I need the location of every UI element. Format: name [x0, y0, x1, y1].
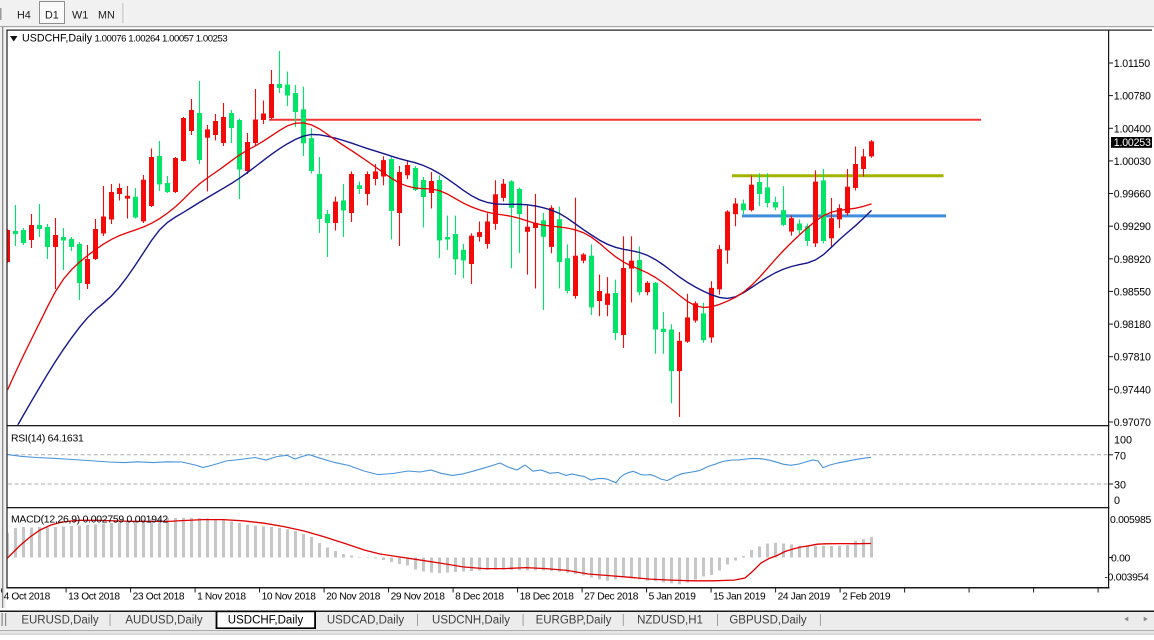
- svg-text:18 Dec 2018: 18 Dec 2018: [520, 592, 575, 603]
- svg-text:5 Jan 2019: 5 Jan 2019: [649, 592, 697, 603]
- svg-text:RSI(14) 64.1631: RSI(14) 64.1631: [11, 434, 84, 445]
- svg-text:0.97440: 0.97440: [1114, 384, 1151, 396]
- svg-text:0.005985: 0.005985: [1110, 515, 1151, 526]
- svg-text:8 Dec 2018: 8 Dec 2018: [455, 592, 504, 603]
- svg-text:2 Feb 2019: 2 Feb 2019: [842, 592, 891, 603]
- svg-text:0.00: 0.00: [1111, 554, 1131, 565]
- svg-text:NZDUSD,H1: NZDUSD,H1: [637, 615, 703, 627]
- svg-text:MACD(12,26,9) 0.002759 0.00194: MACD(12,26,9) 0.002759 0.001942: [11, 515, 168, 526]
- svg-text:4 Oct 2018: 4 Oct 2018: [4, 592, 51, 603]
- svg-text:0.98920: 0.98920: [1114, 254, 1151, 266]
- svg-text:10 Nov 2018: 10 Nov 2018: [262, 592, 317, 603]
- svg-text:0.99660: 0.99660: [1114, 189, 1151, 201]
- svg-text:1.01150: 1.01150: [1114, 58, 1150, 70]
- svg-text:1.00400: 1.00400: [1114, 123, 1151, 135]
- svg-text:0.97070: 0.97070: [1114, 417, 1151, 429]
- svg-text:0.99290: 0.99290: [1114, 221, 1151, 233]
- svg-text:30: 30: [1114, 480, 1126, 492]
- svg-text:EURGBP,Daily: EURGBP,Daily: [536, 615, 612, 627]
- svg-text:USDCAD,Daily: USDCAD,Daily: [327, 615, 405, 627]
- svg-text:20 Nov 2018: 20 Nov 2018: [326, 592, 381, 603]
- svg-text:1.00030: 1.00030: [1114, 156, 1151, 168]
- svg-text:13 Oct 2018: 13 Oct 2018: [68, 592, 120, 603]
- svg-text:USDCHF,Daily: USDCHF,Daily: [228, 615, 304, 627]
- svg-text:1.00076 1.00264 1.00057 1.0025: 1.00076 1.00264 1.00057 1.00253: [95, 34, 228, 45]
- svg-text:1 Nov 2018: 1 Nov 2018: [197, 592, 246, 603]
- svg-text:0.97810: 0.97810: [1114, 352, 1151, 364]
- svg-text:D1: D1: [45, 10, 59, 22]
- svg-text:23 Oct 2018: 23 Oct 2018: [133, 592, 185, 603]
- svg-text:AUDUSD,Daily: AUDUSD,Daily: [125, 615, 203, 627]
- svg-text:H4: H4: [17, 10, 31, 22]
- svg-text:27 Dec 2018: 27 Dec 2018: [584, 592, 639, 603]
- svg-text:1.00780: 1.00780: [1114, 91, 1151, 103]
- svg-text:0.98180: 0.98180: [1114, 319, 1151, 331]
- svg-text:-0.003954: -0.003954: [1105, 573, 1150, 584]
- svg-text:0.98550: 0.98550: [1114, 286, 1151, 298]
- svg-text:1.00253: 1.00253: [1114, 137, 1151, 149]
- svg-text:29 Nov 2018: 29 Nov 2018: [391, 592, 446, 603]
- svg-text:USDCHF,Daily: USDCHF,Daily: [22, 33, 93, 45]
- svg-text:24 Jan 2019: 24 Jan 2019: [778, 592, 831, 603]
- svg-text:15 Jan 2019: 15 Jan 2019: [713, 592, 766, 603]
- svg-text:100: 100: [1114, 435, 1132, 447]
- svg-text:W1: W1: [72, 10, 88, 22]
- svg-text:GBPUSD,Daily: GBPUSD,Daily: [729, 615, 807, 627]
- svg-text:MN: MN: [98, 10, 115, 22]
- svg-text:USDCNH,Daily: USDCNH,Daily: [432, 615, 510, 627]
- svg-text:70: 70: [1114, 451, 1126, 463]
- svg-text:0: 0: [1114, 495, 1120, 507]
- svg-text:EURUSD,Daily: EURUSD,Daily: [21, 615, 99, 627]
